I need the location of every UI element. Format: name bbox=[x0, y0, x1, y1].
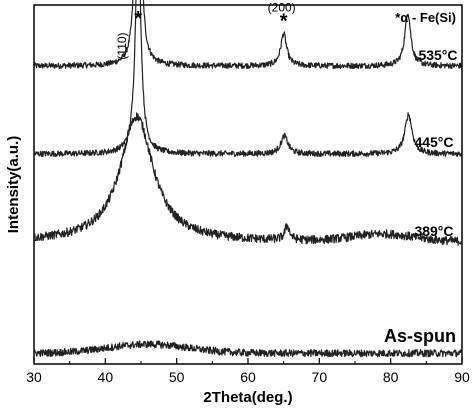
series-curves bbox=[33, 0, 463, 358]
x-tick-label: 50 bbox=[169, 369, 185, 385]
series-labels: 535°C 445°C 389°C As-spun bbox=[384, 47, 458, 346]
series-line bbox=[33, 340, 463, 358]
legend-text: *α - Fe(Si) bbox=[395, 10, 456, 25]
x-tick-label: 30 bbox=[26, 369, 42, 385]
x-axis-ticks: 30 40 50 60 70 80 90 bbox=[26, 358, 470, 385]
peak-star-marker: * bbox=[404, 0, 412, 11]
peak-star-marker: * bbox=[134, 8, 142, 30]
series-line bbox=[33, 112, 463, 246]
series-label: 389°C bbox=[414, 223, 453, 239]
peak-index-label: (200) bbox=[268, 1, 296, 15]
x-tick-label: 40 bbox=[98, 369, 114, 385]
x-tick-label: 70 bbox=[312, 369, 328, 385]
series-line bbox=[33, 0, 463, 158]
series-label: As-spun bbox=[384, 326, 456, 346]
peak-index-label: (110) bbox=[115, 32, 129, 59]
x-tick-label: 90 bbox=[454, 369, 470, 385]
series-label: 535°C bbox=[418, 47, 457, 63]
series-line bbox=[33, 0, 463, 70]
peak-markers: *(110)*(200)*(211) bbox=[115, 0, 412, 60]
series-label: 445°C bbox=[414, 134, 453, 150]
x-tick-label: 80 bbox=[383, 369, 399, 385]
x-axis-title: 2Theta(deg.) bbox=[203, 389, 292, 406]
x-tick-label: 60 bbox=[240, 369, 256, 385]
y-axis-title: Intensity(a.u.) bbox=[5, 136, 22, 234]
peak-star-marker: * bbox=[280, 11, 288, 33]
